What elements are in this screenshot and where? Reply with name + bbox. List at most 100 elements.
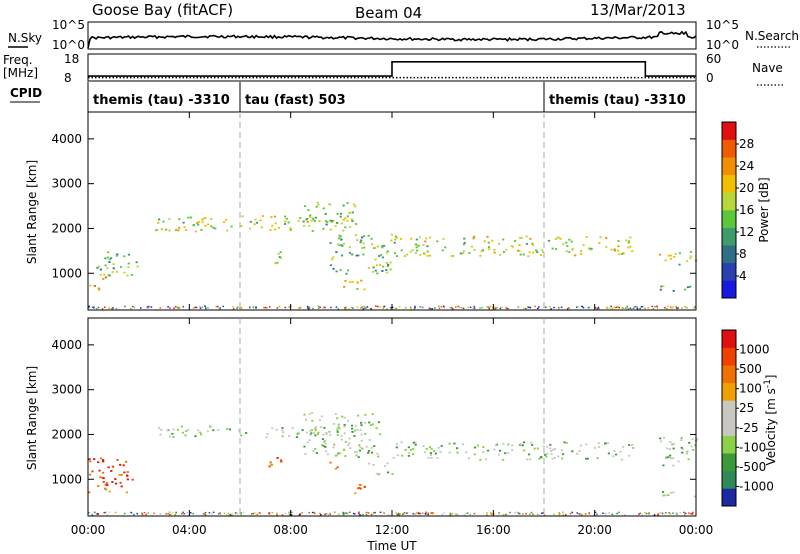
noise-cell	[626, 306, 628, 309]
colorbar-tick-label: 100	[739, 382, 762, 396]
noise-cell	[238, 307, 241, 309]
noise-cell	[443, 306, 446, 309]
heatmap-cell	[343, 286, 346, 288]
noise-cell	[175, 511, 177, 514]
velocity-colorbar: 1000 500 100 25 -25 -100 -500 -1000	[721, 329, 774, 507]
heatmap-cell	[589, 248, 592, 251]
heatmap-cell	[343, 424, 346, 426]
noise-cell	[219, 307, 221, 309]
heatmap-cell	[308, 224, 311, 227]
velocity-colorbar-label: Velocity [m s-1]	[763, 375, 778, 466]
noise-cell	[290, 511, 293, 513]
noise-cell	[175, 306, 178, 308]
heatmap-cell	[201, 218, 204, 221]
heatmap-cell	[497, 243, 500, 245]
heatmap-cell	[154, 229, 157, 232]
heatmap-cell	[412, 448, 415, 450]
noise-cell	[626, 305, 628, 308]
heatmap-cell	[414, 252, 417, 254]
heatmap-cell	[550, 450, 553, 452]
heatmap-cell	[122, 464, 125, 467]
noise-cell	[104, 511, 107, 514]
noise-cell	[386, 308, 388, 310]
heatmap-cell	[396, 454, 399, 457]
nave-label: Nave	[752, 61, 783, 75]
noise-cell	[237, 306, 239, 308]
heatmap-cell	[408, 452, 411, 454]
heatmap-cell	[114, 478, 117, 480]
noise-cell	[451, 513, 454, 515]
heatmap-cell	[130, 274, 133, 276]
heatmap-cell	[521, 444, 524, 447]
heatmap-cell	[127, 266, 130, 268]
heatmap-cell	[425, 448, 428, 450]
heatmap-cell	[131, 478, 134, 481]
heatmap-cell	[104, 487, 107, 490]
noise-cell	[683, 511, 685, 514]
heatmap-cell	[463, 237, 466, 240]
noise-cell	[562, 514, 564, 516]
noise-cell	[95, 308, 98, 310]
noise-cell	[269, 512, 271, 514]
heatmap-cell	[448, 451, 451, 454]
heatmap-cell	[284, 223, 287, 225]
heatmap-cell	[135, 261, 138, 264]
heatmap-cell	[166, 429, 169, 432]
heatmap-cell	[340, 254, 344, 257]
noise-cell	[684, 306, 686, 308]
heatmap-cell	[318, 220, 321, 222]
heatmap-cell	[353, 429, 357, 432]
heatmap-cell	[111, 465, 114, 468]
heatmap-cell	[367, 234, 370, 237]
noise-cell	[365, 307, 367, 309]
heatmap-cell	[465, 451, 468, 454]
heatmap-cell	[576, 452, 579, 455]
noise-cell	[208, 512, 211, 514]
heatmap-cell	[339, 235, 342, 238]
heatmap-cell	[668, 448, 671, 450]
heatmap-cell	[89, 473, 92, 476]
heatmap-cell	[101, 471, 105, 474]
noise-cell	[605, 513, 607, 515]
heatmap-cell	[473, 249, 476, 251]
noise-cell	[413, 308, 416, 310]
noise-cell	[486, 514, 488, 516]
heatmap-cell	[517, 249, 520, 252]
noise-cell	[486, 512, 488, 514]
heatmap-cell	[178, 218, 181, 221]
heatmap-cell	[311, 412, 314, 414]
heatmap-cell	[126, 475, 129, 477]
colorbar-swatch	[722, 453, 736, 472]
noise-cell	[410, 308, 412, 310]
heatmap-cell	[685, 260, 688, 263]
heatmap-cell	[407, 446, 410, 449]
noise-cell	[147, 306, 149, 309]
heatmap-cell	[407, 455, 410, 457]
heatmap-cell	[281, 429, 284, 432]
heatmap-cell	[571, 247, 574, 250]
heatmap-cell	[411, 249, 414, 252]
heatmap-cell	[345, 272, 348, 275]
heatmap-cell	[324, 442, 327, 445]
noise-cell	[689, 513, 692, 515]
noise-cell	[218, 513, 220, 515]
noise-cell	[676, 513, 678, 515]
heatmap-cell	[332, 423, 336, 425]
heatmap-cell	[175, 228, 178, 231]
heatmap-cell	[554, 238, 557, 240]
heatmap-cell	[230, 225, 233, 228]
colorbar-swatch	[722, 470, 736, 489]
heatmap-cell	[520, 237, 523, 239]
colorbar-tick-label: 28	[739, 137, 754, 151]
noise-cell	[537, 307, 539, 310]
noise-cell	[252, 513, 254, 515]
noise-cell	[462, 307, 465, 310]
heatmap-cell	[526, 458, 529, 461]
heatmap-cell	[498, 449, 502, 452]
heatmap-cell	[547, 239, 551, 242]
heatmap-cell	[329, 434, 332, 436]
heatmap-cell	[356, 487, 359, 490]
heatmap-cell	[313, 432, 316, 434]
noise-cell	[383, 512, 385, 514]
heatmap-cell	[111, 271, 114, 273]
